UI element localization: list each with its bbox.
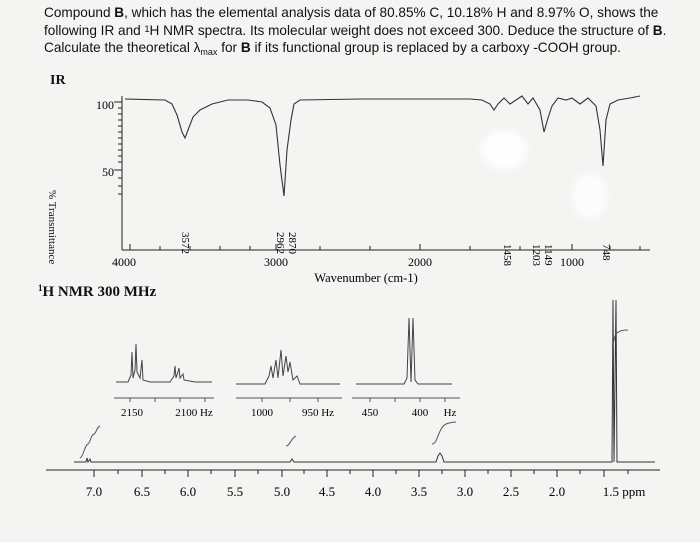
ir-heading: IR	[50, 73, 66, 88]
nmr-tick-4.0: 4.0	[365, 484, 381, 499]
ir-xtick-3000: 3000	[264, 255, 288, 269]
ir-y-ticks	[114, 101, 122, 195]
nmr-tick-3.5: 3.5	[411, 484, 427, 499]
integral-3-4	[431, 421, 457, 445]
inset2-tick-1000: 1000	[251, 407, 274, 419]
ir-ytick-100: 100	[96, 98, 114, 112]
nmr-tick-5.5: 5.5	[227, 484, 243, 499]
inset1-tick-2150: 2150	[121, 407, 144, 419]
ir-peak-1149: 1149	[542, 244, 554, 266]
ir-x-ticks	[129, 244, 641, 250]
nmr-tick-2.0: 2.0	[549, 484, 565, 499]
inset3-tick-hz: Hz	[444, 407, 457, 419]
integral-4-9	[285, 435, 297, 447]
ir-peak-748: 748	[600, 244, 612, 261]
ir-peak-3572: 3572	[179, 232, 191, 254]
ir-spectrum-trace	[124, 95, 641, 197]
photo-glare	[476, 126, 532, 174]
inset2-tick-950: 950 Hz	[302, 407, 334, 419]
nmr-tick-5.0: 5.0	[274, 484, 290, 499]
nmr-tick-4.5: 4.5	[319, 484, 335, 499]
inset3-tick-450: 450	[362, 407, 379, 419]
integral-1-4	[611, 329, 629, 347]
ir-peak-2870: 2870	[286, 232, 298, 255]
ir-peak-2962: 2962	[274, 232, 286, 254]
ir-x-axis-label: Wavenumber (cm-1)	[314, 271, 417, 285]
ir-peak-1203: 1203	[530, 244, 542, 267]
nmr-tick-3.0: 3.0	[457, 484, 473, 499]
nmr-tick-7.0: 7.0	[86, 484, 102, 499]
nmr-heading: 1H NMR 300 MHz	[38, 283, 157, 300]
nmr-tick-1.5-ppm: 1.5 ppm	[603, 484, 646, 499]
nmr-tick-2.5: 2.5	[503, 484, 519, 499]
question-text: Compound B, which has the elemental anal…	[44, 5, 667, 58]
nmr-x-ticks	[93, 470, 629, 477]
nmr-tick-6.0: 6.0	[180, 484, 196, 499]
nmr-inset-2150-2100: 2150 2100 Hz	[114, 343, 214, 419]
inset1-tick-2100: 2100 Hz	[175, 407, 213, 419]
nmr-spectrum-trace	[74, 299, 655, 464]
ir-ytick-50: 50	[102, 165, 114, 179]
nmr-inset-450-400: 450 400 Hz	[352, 317, 460, 419]
photo-glare-2	[568, 168, 612, 224]
inset3-tick-400: 400	[412, 407, 429, 419]
ir-xtick-1000: 1000	[560, 255, 584, 269]
ir-peak-1458: 1458	[501, 244, 513, 267]
integral-aromatic	[79, 425, 101, 459]
nmr-tick-6.5: 6.5	[134, 484, 150, 499]
nmr-inset-1000-950: 1000 950 Hz	[236, 349, 342, 419]
ir-xtick-2000: 2000	[408, 255, 432, 269]
ir-xtick-4000: 4000	[112, 255, 136, 269]
